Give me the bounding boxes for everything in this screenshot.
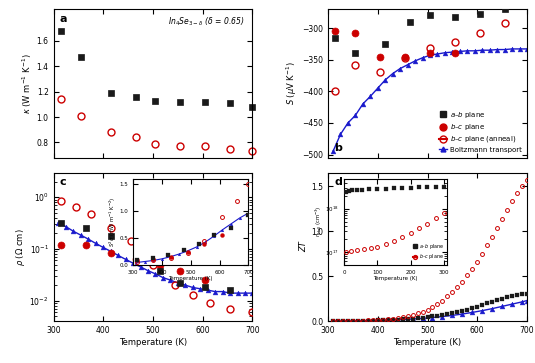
- Y-axis label: $\kappa$ (W m$^{-1}$ K$^{-1}$): $\kappa$ (W m$^{-1}$ K$^{-1}$): [20, 53, 34, 114]
- Text: d: d: [334, 177, 342, 187]
- Y-axis label: ZT: ZT: [299, 241, 308, 252]
- Text: a: a: [59, 13, 67, 24]
- Y-axis label: $S$ ($\mu$V K$^{-1}$): $S$ ($\mu$V K$^{-1}$): [285, 61, 300, 105]
- X-axis label: Temperature (K): Temperature (K): [119, 338, 187, 347]
- X-axis label: Temperature (K): Temperature (K): [393, 338, 462, 347]
- Text: c: c: [59, 177, 66, 187]
- Text: b: b: [334, 143, 342, 153]
- Y-axis label: $\rho$ ($\Omega$ cm): $\rho$ ($\Omega$ cm): [14, 228, 27, 266]
- Text: In$_4$Se$_{3-\delta}$ ($\delta$ = 0.65): In$_4$Se$_{3-\delta}$ ($\delta$ = 0.65): [168, 15, 244, 28]
- Legend: $a$–$b$ plane, $b$–$c$ plane, $b$–$c$ plane (anneal), Boltzmann transport: $a$–$b$ plane, $b$–$c$ plane, $b$–$c$ pl…: [438, 108, 524, 154]
